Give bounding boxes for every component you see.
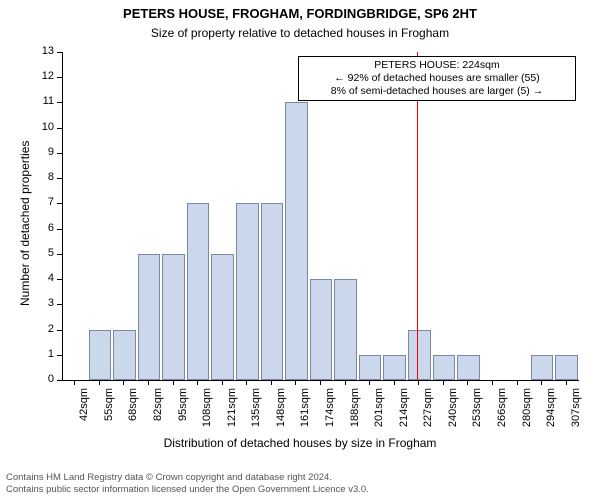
x-tick-label: 227sqm [422,388,434,440]
x-tick-label: 307sqm [570,388,582,440]
y-tick-mark [57,229,62,230]
annotation-box: PETERS HOUSE: 224sqm ← 92% of detached h… [298,56,576,101]
y-tick-label: 3 [34,297,54,309]
y-tick-label: 0 [34,373,54,385]
x-tick-mark [246,380,247,385]
y-tick-label: 6 [34,222,54,234]
y-tick-label: 8 [34,171,54,183]
y-tick-mark [57,355,62,356]
y-tick-mark [57,128,62,129]
x-tick-mark [197,380,198,385]
chart-subtitle: Size of property relative to detached ho… [0,26,600,40]
x-tick-label: 135sqm [250,388,262,440]
x-tick-mark [369,380,370,385]
x-tick-label: 266sqm [496,388,508,440]
x-tick-label: 95sqm [177,388,189,440]
footer-line: Contains public sector information licen… [6,484,369,496]
x-tick-label: 174sqm [324,388,336,440]
x-tick-label: 253sqm [471,388,483,440]
y-tick-label: 10 [34,121,54,133]
histogram-bar [285,102,308,380]
x-tick-label: 108sqm [201,388,213,440]
histogram-bar [310,279,333,380]
x-tick-label: 82sqm [152,388,164,440]
histogram-bar [334,279,357,380]
x-tick-label: 294sqm [545,388,557,440]
y-tick-label: 1 [34,348,54,360]
y-axis-label: Number of detached properties [18,141,32,306]
x-tick-label: 201sqm [373,388,385,440]
x-tick-mark [271,380,272,385]
histogram-bar [261,203,284,380]
x-tick-mark [123,380,124,385]
y-tick-label: 2 [34,323,54,335]
x-tick-mark [74,380,75,385]
annotation-line: ← 92% of detached houses are smaller (55… [303,72,571,85]
x-tick-mark [517,380,518,385]
y-tick-mark [57,330,62,331]
y-tick-mark [57,279,62,280]
footer-line: Contains HM Land Registry data © Crown c… [6,472,369,484]
histogram-bar [555,355,578,380]
histogram-bar [89,330,112,380]
x-tick-mark [492,380,493,385]
x-tick-label: 161sqm [299,388,311,440]
x-tick-mark [418,380,419,385]
y-tick-mark [57,254,62,255]
histogram-bar [531,355,554,380]
x-tick-label: 42sqm [78,388,90,440]
x-tick-mark [467,380,468,385]
y-tick-mark [57,178,62,179]
y-tick-label: 13 [34,45,54,57]
x-tick-label: 121sqm [226,388,238,440]
x-tick-mark [148,380,149,385]
histogram-bar [113,330,136,380]
chart-container: { "title": "PETERS HOUSE, FROGHAM, FORDI… [0,0,600,500]
footer-attribution: Contains HM Land Registry data © Crown c… [6,472,369,496]
histogram-bar [187,203,210,380]
y-tick-label: 5 [34,247,54,259]
histogram-bar [433,355,456,380]
x-tick-mark [345,380,346,385]
x-tick-label: 68sqm [127,388,139,440]
x-tick-mark [541,380,542,385]
x-tick-label: 240sqm [447,388,459,440]
x-tick-label: 188sqm [349,388,361,440]
annotation-line: PETERS HOUSE: 224sqm [303,59,571,72]
annotation-line: 8% of semi-detached houses are larger (5… [303,85,571,98]
histogram-bar [408,330,431,380]
histogram-bar [359,355,382,380]
y-tick-mark [57,380,62,381]
histogram-bar [162,254,185,380]
x-tick-mark [443,380,444,385]
y-tick-mark [57,203,62,204]
y-tick-mark [57,102,62,103]
histogram-bar [457,355,480,380]
histogram-bar [383,355,406,380]
x-tick-label: 214sqm [398,388,410,440]
x-tick-mark [173,380,174,385]
x-tick-label: 148sqm [275,388,287,440]
x-tick-mark [222,380,223,385]
y-tick-label: 11 [34,95,54,107]
y-tick-label: 12 [34,70,54,82]
x-tick-mark [320,380,321,385]
histogram-bar [211,254,234,380]
y-tick-mark [57,77,62,78]
histogram-bar [236,203,259,380]
y-tick-label: 4 [34,272,54,284]
x-tick-mark [295,380,296,385]
y-tick-mark [57,153,62,154]
y-tick-mark [57,304,62,305]
x-tick-mark [394,380,395,385]
y-tick-label: 9 [34,146,54,158]
y-tick-mark [57,52,62,53]
chart-title: PETERS HOUSE, FROGHAM, FORDINGBRIDGE, SP… [0,6,600,21]
x-tick-label: 55sqm [103,388,115,440]
x-tick-mark [566,380,567,385]
histogram-bar [138,254,161,380]
x-tick-label: 280sqm [521,388,533,440]
x-tick-mark [99,380,100,385]
y-tick-label: 7 [34,196,54,208]
